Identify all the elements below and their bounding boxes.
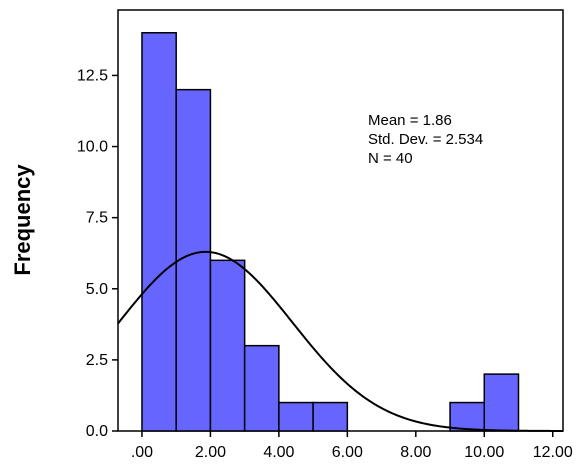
histogram-bar xyxy=(243,344,280,432)
histogram-bar xyxy=(175,88,212,432)
x-tick-label: .00 xyxy=(131,444,153,461)
x-tick-label: 6.00 xyxy=(332,444,363,461)
y-axis: 0.0 2.5 5.0 7.5 10.0 12.5 xyxy=(77,67,118,440)
stats-box: Mean = 1.86 Std. Dev. = 2.534 N = 40 xyxy=(368,112,483,167)
histogram-bar xyxy=(312,401,349,432)
y-tick-label: 2.5 xyxy=(86,352,108,369)
y-axis-label: Frequency xyxy=(10,164,35,276)
y-tick-label: 12.5 xyxy=(77,67,108,84)
y-tick-label: 10.0 xyxy=(77,139,108,156)
histogram-bar xyxy=(141,32,177,432)
x-tick-label: 8.00 xyxy=(400,444,431,461)
x-tick-label: 2.00 xyxy=(195,444,226,461)
stats-std-dev: Std. Dev. = 2.534 xyxy=(368,131,483,148)
stats-mean: Mean = 1.86 xyxy=(368,112,452,129)
x-tick-label: 4.00 xyxy=(263,444,294,461)
histogram-bar xyxy=(449,401,486,432)
histogram-bar xyxy=(483,373,520,432)
y-tick-label: 7.5 xyxy=(86,210,108,227)
x-tick-label: 10.00 xyxy=(464,444,504,461)
histogram-bar xyxy=(278,401,314,432)
x-tick-label: 12.00 xyxy=(533,444,573,461)
bars-group xyxy=(141,32,520,432)
stats-n: N = 40 xyxy=(368,150,413,167)
histogram-bar xyxy=(209,259,246,432)
y-tick-label: 5.0 xyxy=(86,281,108,298)
x-axis: .00 2.00 4.00 6.00 8.00 10.00 12.00 xyxy=(131,431,573,461)
y-tick-label: 0.0 xyxy=(86,423,108,440)
normal-curve xyxy=(117,250,563,432)
